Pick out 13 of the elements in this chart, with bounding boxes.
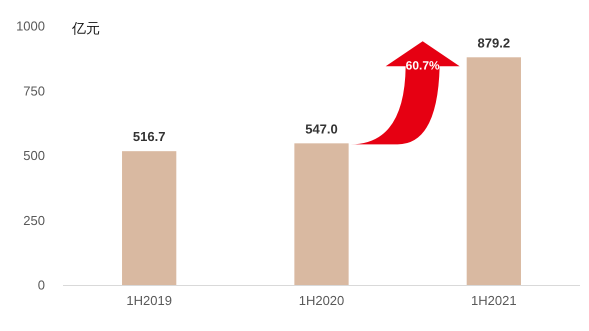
x-tick-label: 1H2020 bbox=[298, 293, 344, 308]
x-tick-label: 1H2019 bbox=[126, 293, 172, 308]
y-tick-label: 0 bbox=[38, 278, 45, 292]
data-label: 547.0 bbox=[305, 121, 338, 136]
annotation: 60.7% bbox=[406, 58, 440, 72]
y-tick-label: 250 bbox=[23, 212, 45, 228]
data-label: 516.7 bbox=[132, 129, 166, 144]
data-label: 879.2 bbox=[478, 35, 510, 50]
x-tick-label: 1H2021 bbox=[471, 293, 517, 308]
y-tick-label: 1000 bbox=[16, 18, 45, 34]
y-tick-label: 500 bbox=[23, 148, 45, 163]
y-axis-title: 亿元 bbox=[71, 20, 100, 36]
y-tick-label: 750 bbox=[23, 83, 45, 98]
